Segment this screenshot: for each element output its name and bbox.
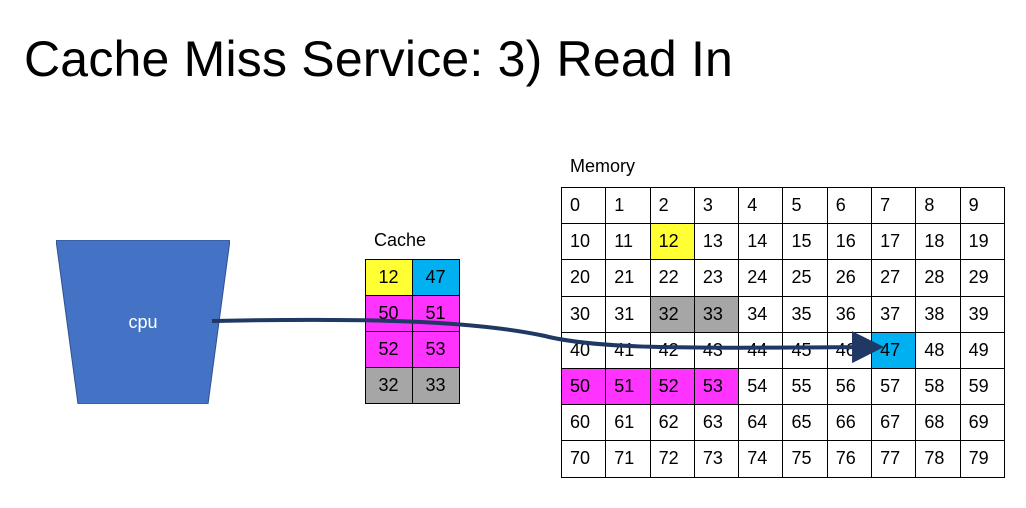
memory-cell: 56 <box>827 368 873 406</box>
memory-cell: 33 <box>694 296 740 333</box>
memory-cell: 11 <box>606 224 651 261</box>
cache-grid: 12 47 50 51 52 53 32 33 <box>364 258 460 404</box>
memory-cell: 12 <box>650 224 695 261</box>
memory-cell: 27 <box>872 260 917 297</box>
memory-cell: 40 <box>562 332 607 369</box>
slide-title: Cache Miss Service: 3) Read In <box>24 31 734 87</box>
memory-cell: 25 <box>783 260 828 297</box>
memory-cell: 70 <box>562 441 607 478</box>
memory-cell: 47 <box>872 332 917 369</box>
memory-cell: 29 <box>960 260 1005 297</box>
memory-cell: 32 <box>650 296 695 333</box>
memory-cell: 35 <box>783 296 828 333</box>
memory-cell: 44 <box>739 332 784 369</box>
memory-cell: 3 <box>694 188 740 225</box>
memory-cell: 46 <box>827 332 873 369</box>
cache-cell: 51 <box>411 294 460 332</box>
memory-cell: 30 <box>562 296 607 333</box>
memory-cell: 73 <box>694 441 740 478</box>
memory-cell: 58 <box>916 368 961 406</box>
memory-cell: 37 <box>872 296 917 333</box>
memory-cell: 50 <box>562 368 607 406</box>
memory-cell: 77 <box>872 441 917 478</box>
memory-cell: 75 <box>783 441 828 478</box>
memory-cell: 15 <box>783 224 828 261</box>
memory-cell: 39 <box>960 296 1005 333</box>
memory-cell: 43 <box>694 332 740 369</box>
memory-cell: 1 <box>606 188 651 225</box>
memory-cell: 79 <box>960 441 1005 478</box>
memory-cell: 10 <box>562 224 607 261</box>
cache-cell: 12 <box>364 258 413 296</box>
memory-cell: 62 <box>650 405 695 442</box>
memory-cell: 72 <box>650 441 695 478</box>
memory-cell: 18 <box>916 224 961 261</box>
memory-cell: 7 <box>872 188 917 225</box>
memory-cell: 6 <box>827 188 873 225</box>
memory-cell: 31 <box>606 296 651 333</box>
memory-cell: 41 <box>606 332 651 369</box>
memory-cell: 74 <box>739 441 784 478</box>
memory-cell: 8 <box>916 188 961 225</box>
memory-cell: 16 <box>827 224 873 261</box>
memory-cell: 24 <box>739 260 784 297</box>
memory-cell: 54 <box>739 368 784 406</box>
memory-cell: 60 <box>562 405 607 442</box>
memory-cell: 4 <box>739 188 784 225</box>
memory-cell: 22 <box>650 260 695 297</box>
memory-cell: 19 <box>960 224 1005 261</box>
memory-cell: 17 <box>872 224 917 261</box>
memory-cell: 66 <box>827 405 873 442</box>
cache-cell: 53 <box>411 330 460 368</box>
memory-cell: 76 <box>827 441 873 478</box>
memory-cell: 28 <box>916 260 961 297</box>
memory-cell: 5 <box>783 188 828 225</box>
memory-cell: 14 <box>739 224 784 261</box>
memory-cell: 65 <box>783 405 828 442</box>
memory-cell: 51 <box>606 368 651 406</box>
memory-cell: 9 <box>960 188 1005 225</box>
memory-cell: 42 <box>650 332 695 369</box>
cache-cell: 52 <box>364 330 413 368</box>
cache-cell: 47 <box>411 258 460 296</box>
cpu-label: cpu <box>128 312 158 332</box>
memory-cell: 78 <box>916 441 961 478</box>
memory-cell: 48 <box>916 332 961 369</box>
memory-cell: 61 <box>606 405 651 442</box>
memory-cell: 13 <box>694 224 740 261</box>
memory-cell: 59 <box>960 368 1005 406</box>
memory-cell: 2 <box>650 188 695 225</box>
memory-cell: 49 <box>960 332 1005 369</box>
memory-cell: 71 <box>606 441 651 478</box>
memory-cell: 26 <box>827 260 873 297</box>
memory-cell: 36 <box>827 296 873 333</box>
memory-cell: 52 <box>650 368 695 406</box>
memory-cell: 55 <box>783 368 828 406</box>
memory-cell: 38 <box>916 296 961 333</box>
memory-cell: 0 <box>562 188 607 225</box>
memory-cell: 67 <box>872 405 917 442</box>
memory-cell: 64 <box>739 405 784 442</box>
memory-cell: 68 <box>916 405 961 442</box>
memory-cell: 34 <box>739 296 784 333</box>
memory-label: Memory <box>570 156 636 176</box>
cache-cell: 33 <box>411 366 460 404</box>
cache-cell: 32 <box>364 366 413 404</box>
memory-cell: 63 <box>694 405 740 442</box>
memory-cell: 23 <box>694 260 740 297</box>
memory-cell: 20 <box>562 260 607 297</box>
cache-label: Cache <box>374 230 427 250</box>
cache-cell: 50 <box>364 294 413 332</box>
cpu-trapezoid <box>56 240 230 404</box>
memory-cell: 57 <box>872 368 917 406</box>
memory-cell: 21 <box>606 260 651 297</box>
memory-cell: 45 <box>783 332 828 369</box>
memory-grid: 0 1 2 3 4 5 6 7 8 9 10 11 12 13 14 15 16 17 18 19 20 21 22 23 24… <box>561 187 1005 478</box>
memory-cell: 53 <box>694 368 740 406</box>
memory-cell: 69 <box>960 405 1005 442</box>
cpu-block: cpu <box>56 240 230 404</box>
